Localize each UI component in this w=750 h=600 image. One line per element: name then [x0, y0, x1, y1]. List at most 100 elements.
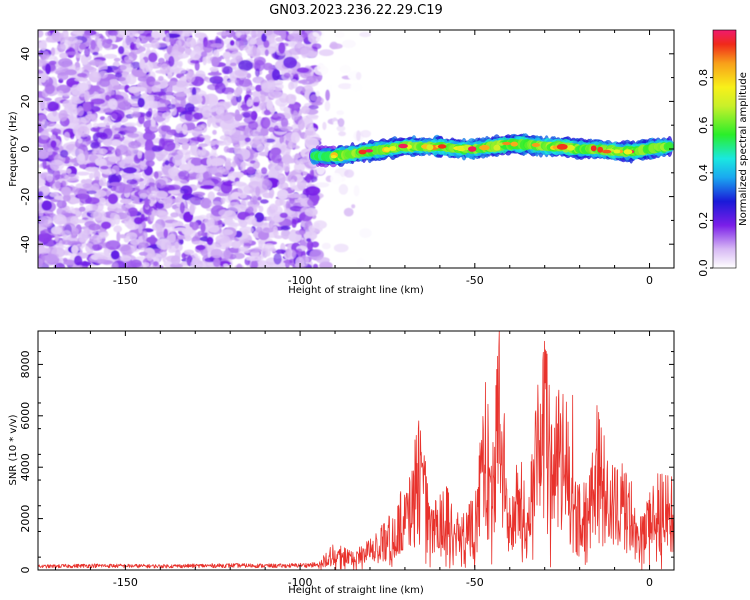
- noise-blob: [92, 70, 98, 78]
- noise-blob: [108, 156, 121, 163]
- noise-blob: [146, 89, 151, 94]
- spectrogram-panel: -150 -100 -50 0 -40 -20 0 20 40 Height of strai…: [8, 29, 675, 296]
- noise-blob: [113, 208, 125, 213]
- noise-blob: [172, 221, 179, 226]
- x-tick-label: 0: [646, 274, 653, 287]
- colorbar-ticks: 0.0 0.2 0.4 0.6 0.8: [697, 69, 713, 277]
- spectrogram-x-ticks: -150 -100 -50 0: [54, 30, 653, 287]
- noise-blob: [144, 150, 156, 162]
- noise-blob: [338, 131, 346, 137]
- noise-blob: [168, 249, 176, 253]
- noise-blob: [352, 227, 359, 238]
- noise-blob: [336, 125, 346, 132]
- noise-blob: [156, 150, 169, 157]
- noise-blob: [153, 91, 167, 96]
- noise-blob: [231, 161, 237, 168]
- noise-blob: [221, 218, 235, 225]
- x-tick-label: -100: [288, 274, 313, 287]
- noise-blob: [268, 169, 278, 179]
- noise-blob: [113, 225, 123, 233]
- noise-blob: [215, 101, 231, 111]
- noise-blob: [94, 259, 109, 264]
- noise-blob: [279, 135, 285, 144]
- noise-blob: [324, 100, 331, 112]
- noise-blob: [350, 82, 364, 92]
- noise-blob: [128, 140, 142, 149]
- noise-blob: [50, 140, 57, 149]
- noise-blob: [311, 101, 323, 106]
- noise-blob: [232, 252, 245, 260]
- noise-blob: [38, 211, 44, 217]
- noise-blob: [82, 65, 95, 71]
- noise-blob: [42, 228, 51, 234]
- noise-blob: [40, 130, 49, 140]
- y-tick-label: 2000: [19, 505, 32, 533]
- noise-blob: [136, 37, 141, 49]
- noise-blob: [111, 109, 125, 121]
- noise-blob: [115, 98, 129, 108]
- noise-blob: [268, 187, 274, 199]
- noise-blob: [255, 68, 260, 77]
- noise-blob: [283, 56, 297, 69]
- noise-blob: [242, 229, 250, 238]
- noise-blob: [116, 30, 128, 38]
- noise-blob: [185, 37, 197, 48]
- chart-title: GN03.2023.236.22.29.C19: [269, 3, 443, 18]
- noise-blob: [232, 171, 244, 178]
- signal-hotspot: [613, 149, 621, 154]
- noise-blob: [158, 211, 168, 220]
- noise-blob: [90, 39, 96, 50]
- noise-blob: [289, 205, 302, 212]
- spectrogram-y-ticks: -40 -20 0 20 40: [19, 29, 674, 269]
- noise-blob: [112, 30, 119, 36]
- noise-blob: [184, 102, 195, 113]
- noise-blob: [149, 124, 159, 132]
- noise-blob: [186, 71, 196, 83]
- noise-blob: [269, 247, 277, 252]
- noise-blob: [290, 79, 298, 89]
- noise-blob: [38, 42, 47, 48]
- noise-blob: [359, 31, 372, 38]
- y-tick-label: 4000: [19, 453, 32, 481]
- noise-blob: [142, 131, 156, 141]
- noise-blob: [175, 80, 188, 88]
- noise-blob: [195, 244, 206, 251]
- noise-blob: [93, 209, 107, 221]
- noise-blob: [116, 231, 121, 243]
- noise-blob: [120, 198, 132, 204]
- noise-blob: [76, 153, 86, 165]
- snr-frame: [37, 330, 675, 571]
- noise-blob: [93, 189, 107, 198]
- noise-blob: [233, 88, 242, 97]
- noise-blob: [162, 140, 176, 152]
- noise-blob: [260, 222, 275, 233]
- colorbar-tick-label: 0.0: [697, 259, 710, 277]
- noise-blob: [168, 233, 176, 243]
- noise-blob: [259, 199, 269, 204]
- noise-blob: [271, 153, 282, 164]
- noise-blob: [78, 206, 86, 212]
- noise-blob: [93, 170, 101, 181]
- noise-blob: [173, 227, 189, 232]
- noise-blob: [75, 67, 85, 73]
- signal-hotspot: [358, 149, 367, 155]
- noise-blob: [196, 173, 202, 182]
- noise-blob: [133, 217, 143, 225]
- noise-blob: [155, 69, 170, 74]
- noise-blob: [110, 139, 122, 147]
- noise-blob: [210, 157, 226, 166]
- noise-blob: [49, 159, 65, 171]
- noise-blob: [344, 169, 355, 178]
- noise-blob: [222, 124, 237, 135]
- noise-blob: [283, 162, 290, 173]
- spectrogram-noise-layer: [38, 30, 372, 268]
- noise-blob: [217, 166, 226, 173]
- noise-blob: [39, 71, 47, 83]
- noise-blob: [38, 59, 47, 67]
- noise-blob: [158, 76, 164, 81]
- noise-blob: [248, 96, 262, 102]
- noise-blob: [123, 125, 137, 134]
- noise-blob: [79, 92, 86, 98]
- colorbar-tick-label: 0.6: [697, 116, 710, 134]
- noise-blob: [106, 90, 115, 96]
